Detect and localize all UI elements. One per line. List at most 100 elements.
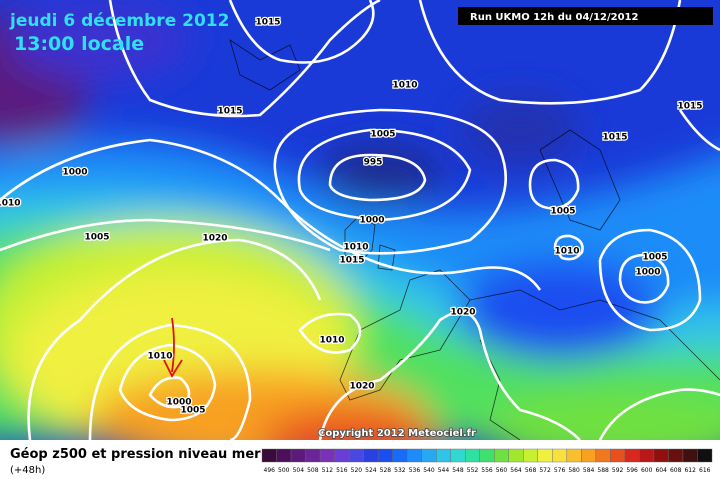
scale-label: 604 bbox=[655, 467, 667, 474]
scale-swatch bbox=[537, 448, 553, 463]
isobar-label: 1020 bbox=[450, 308, 475, 318]
scale-label: 532 bbox=[394, 467, 406, 474]
isobar-label: 1020 bbox=[202, 234, 227, 244]
scale-label: 508 bbox=[307, 467, 319, 474]
scale-swatch bbox=[494, 448, 509, 463]
scale-label: 612 bbox=[684, 467, 696, 474]
scale-swatch bbox=[421, 448, 437, 463]
scale-label: 512 bbox=[322, 467, 334, 474]
isobar-label: 1010 bbox=[554, 247, 579, 257]
isobar-label: 1000 bbox=[635, 268, 660, 278]
scale-label: 524 bbox=[365, 467, 377, 474]
coastlines bbox=[229, 39, 720, 440]
map-time: 13:00 locale bbox=[14, 33, 144, 55]
scale-swatch bbox=[682, 448, 698, 463]
isobar-label: 1015 bbox=[217, 107, 242, 117]
scale-label: 560 bbox=[496, 467, 508, 474]
scale-swatch bbox=[290, 448, 306, 463]
scale-label: 540 bbox=[423, 467, 435, 474]
isobar-label: 1010 bbox=[319, 336, 344, 346]
isobar-label: 1000 bbox=[166, 398, 191, 408]
annotation-arrow bbox=[163, 317, 183, 378]
scale-swatch bbox=[377, 448, 393, 463]
scale-label: 568 bbox=[525, 467, 537, 474]
scale-swatch bbox=[624, 448, 640, 463]
scale-swatch bbox=[668, 448, 684, 463]
scale-swatch bbox=[566, 448, 582, 463]
scale-swatch bbox=[552, 448, 568, 463]
scale-label: 592 bbox=[612, 467, 624, 474]
isobar-labels: 1015 1010 1015 1005 995 1000 1010 1005 1… bbox=[0, 16, 704, 417]
scale-swatch bbox=[523, 448, 539, 463]
scale-swatch bbox=[581, 448, 597, 463]
isobar-label: 1005 bbox=[370, 130, 395, 140]
scale-swatch bbox=[610, 448, 626, 463]
scale-label: 584 bbox=[583, 467, 595, 474]
scale-label: 496 bbox=[264, 467, 276, 474]
scale-swatch bbox=[508, 448, 524, 463]
scale-label: 580 bbox=[568, 467, 580, 474]
scale-swatch bbox=[639, 448, 655, 463]
isobar-label: 1015 bbox=[255, 18, 280, 28]
scale-label: 556 bbox=[481, 467, 493, 474]
scale-label: 516 bbox=[336, 467, 348, 474]
scale-swatch bbox=[653, 448, 669, 463]
scale-swatch bbox=[450, 448, 466, 463]
scale-label: 544 bbox=[438, 467, 450, 474]
isobar-label: 1005 bbox=[550, 207, 575, 217]
scale-swatch bbox=[435, 448, 451, 463]
copyright: Copyright 2012 Meteociel.fr bbox=[318, 428, 476, 439]
isobar-label: 1010 bbox=[343, 243, 368, 253]
map-date: jeudi 6 décembre 2012 bbox=[9, 11, 229, 31]
isobar-label: 1005 bbox=[84, 233, 109, 243]
isobar-label: 1015 bbox=[677, 102, 702, 112]
color-scale: 496 500 504 508 512 516 520 524 528 532 536 540 544 5… bbox=[261, 448, 713, 474]
scale-label: 564 bbox=[510, 467, 522, 474]
isobar-label: 1015 bbox=[339, 256, 364, 266]
scale-label: 520 bbox=[351, 467, 363, 474]
scale-label: 608 bbox=[670, 467, 682, 474]
scale-label: 600 bbox=[641, 467, 653, 474]
legend-lead: (+48h) bbox=[10, 465, 45, 476]
isobar-label: 1000 bbox=[359, 216, 384, 226]
run-info: Run UKMO 12h du 04/12/2012 bbox=[470, 12, 639, 23]
scale-label: 588 bbox=[597, 467, 609, 474]
legend-title: Géop z500 et pression niveau mer bbox=[10, 447, 261, 462]
scale-swatch bbox=[392, 448, 408, 463]
isobar-label: 1005 bbox=[642, 253, 667, 263]
scale-swatch bbox=[261, 448, 277, 463]
isobar-label: 1010 bbox=[0, 199, 21, 209]
scale-swatch bbox=[363, 448, 379, 463]
scale-label: 504 bbox=[293, 467, 305, 474]
scale-label: 548 bbox=[452, 467, 464, 474]
scale-label: 500 bbox=[278, 467, 290, 474]
isobars bbox=[0, 0, 720, 440]
run-box bbox=[458, 7, 713, 25]
scale-label: 596 bbox=[626, 467, 638, 474]
scale-swatch bbox=[348, 448, 364, 463]
scale-label: 616 bbox=[699, 467, 711, 474]
scale-swatch bbox=[406, 448, 422, 463]
scale-label: 552 bbox=[467, 467, 479, 474]
scale-swatch bbox=[319, 448, 335, 463]
scale-swatch bbox=[465, 448, 480, 463]
scale-label: 536 bbox=[409, 467, 421, 474]
scale-swatch bbox=[305, 448, 321, 463]
isobar-label: 1020 bbox=[349, 382, 374, 392]
scale-label: 572 bbox=[539, 467, 551, 474]
scale-label: 576 bbox=[554, 467, 566, 474]
isobar-label: 995 bbox=[364, 158, 383, 168]
isobar-label: 1000 bbox=[62, 168, 87, 178]
isobar-label: 1015 bbox=[602, 133, 627, 143]
scale-label: 528 bbox=[380, 467, 392, 474]
scale-swatch bbox=[697, 448, 713, 463]
isobar-label: 1010 bbox=[147, 352, 172, 362]
scale-swatch bbox=[479, 448, 495, 463]
isobar-label: 1010 bbox=[392, 81, 417, 91]
isobar-label: 1005 bbox=[180, 406, 205, 416]
scale-swatch bbox=[276, 448, 292, 463]
scale-swatch bbox=[334, 448, 350, 463]
scale-swatch bbox=[595, 448, 611, 463]
